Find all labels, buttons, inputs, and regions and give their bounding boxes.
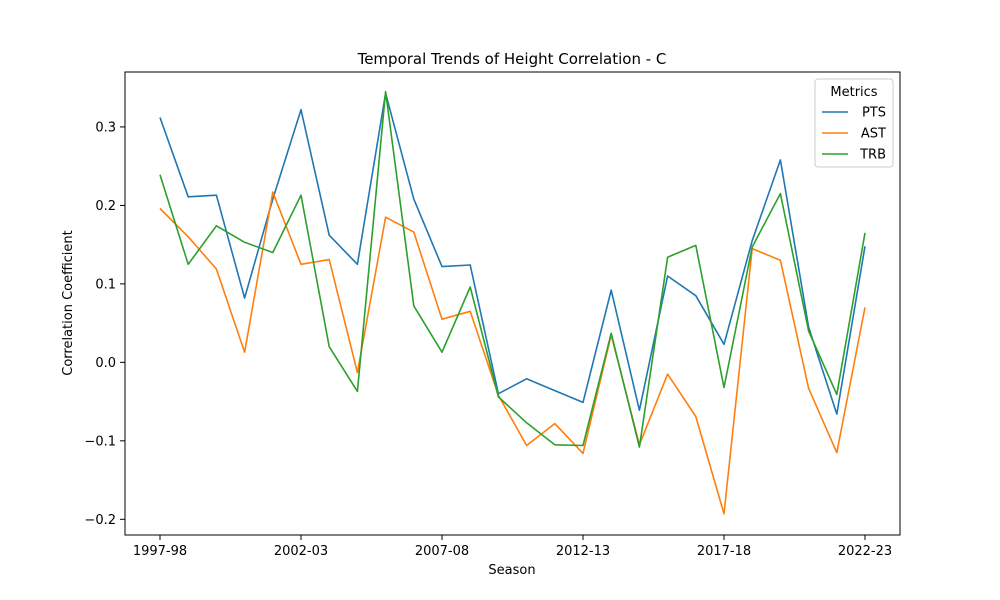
y-tick-label: 0.2 — [95, 199, 116, 214]
series-lines — [159, 90, 866, 515]
x-axis: 1997-98 2002-03 2007-08 2012-13 2017-18 2022-… — [133, 535, 892, 559]
y-tick-label: −0.1 — [84, 434, 116, 449]
x-axis-label: Season — [488, 563, 535, 578]
legend-label-pts: PTS — [862, 106, 886, 121]
y-axis-label: Correlation Coefficient — [61, 230, 76, 376]
series-line-trb — [159, 90, 866, 448]
plot-frame — [124, 71, 901, 536]
x-tick-label: 2017-18 — [697, 544, 751, 559]
chart-title: Temporal Trends of Height Correlation - … — [357, 50, 667, 68]
x-tick-label: 2002-03 — [274, 544, 328, 559]
series-line-ast — [159, 191, 866, 515]
x-tick-label: 1997-98 — [133, 544, 187, 559]
y-tick-label: 0.1 — [95, 277, 116, 292]
legend: Metrics PTS AST TRB — [814, 78, 894, 168]
legend-label-ast: AST — [861, 127, 886, 142]
legend-box — [814, 78, 894, 168]
x-tick-label: 2022-23 — [838, 544, 892, 559]
legend-title: Metrics — [830, 85, 877, 100]
x-tick-label: 2012-13 — [556, 544, 610, 559]
y-tick-label: −0.2 — [84, 513, 116, 528]
y-tick-label: 0.3 — [95, 120, 116, 135]
x-tick-label: 2007-08 — [415, 544, 469, 559]
y-tick-label: 0.0 — [95, 356, 116, 371]
series-line-pts — [159, 92, 866, 415]
plot-area — [124, 71, 901, 536]
y-axis: −0.2 −0.1 0.0 0.1 0.2 0.3 — [84, 120, 125, 528]
legend-label-trb: TRB — [859, 148, 886, 163]
